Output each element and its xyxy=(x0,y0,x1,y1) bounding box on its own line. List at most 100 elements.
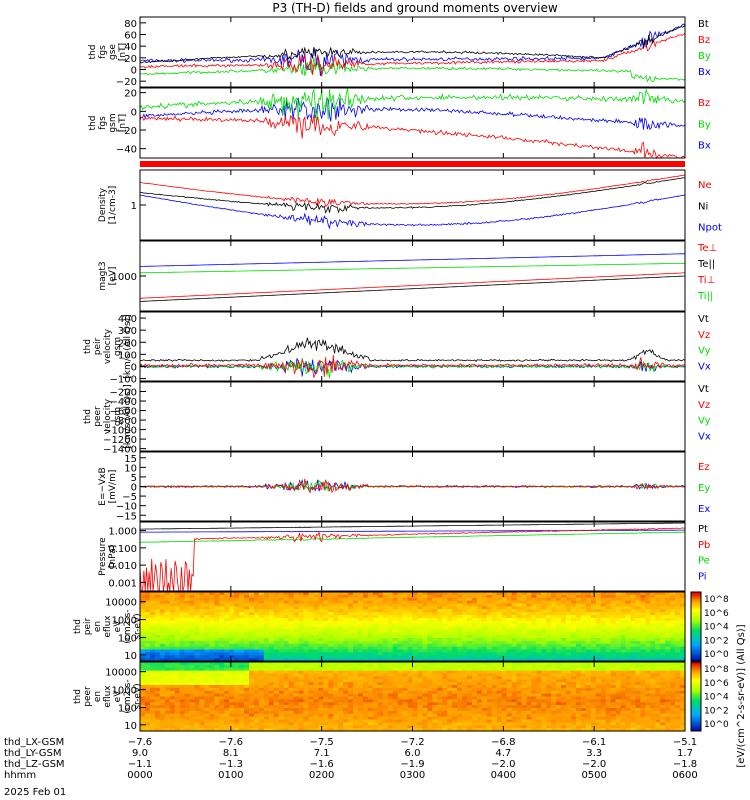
p10-cell xyxy=(348,705,354,709)
p10-cell xyxy=(476,690,483,695)
p9-cell xyxy=(427,606,433,610)
p9-cell xyxy=(199,629,206,633)
p9-cell xyxy=(551,658,557,662)
p10-cell xyxy=(437,696,443,700)
p10-cell xyxy=(372,662,379,666)
p10-cell xyxy=(234,690,240,695)
p2-ylabel: [nT] xyxy=(118,114,128,132)
p8-legend-1: Pb xyxy=(698,540,710,551)
p10-cell xyxy=(174,690,181,695)
p10-cell xyxy=(214,679,220,683)
p10-cell xyxy=(546,719,552,723)
p10-cell xyxy=(144,682,151,686)
p9-cell xyxy=(407,640,414,645)
p10-cell xyxy=(442,710,448,715)
p10-cell xyxy=(457,687,463,692)
p10-cell xyxy=(164,693,171,698)
p10-cell xyxy=(199,728,206,732)
p10-cell xyxy=(253,693,260,698)
p10-cell xyxy=(313,670,319,675)
p10-cell xyxy=(476,725,483,729)
p9-cell xyxy=(159,632,166,636)
p10-cell xyxy=(229,699,235,703)
p9-cell xyxy=(144,638,151,642)
p10-cell xyxy=(526,713,533,718)
p9-cell xyxy=(278,620,285,625)
p9-cell xyxy=(585,609,592,613)
p9-cell xyxy=(605,655,612,659)
p10-cell xyxy=(358,708,364,712)
p10-cell xyxy=(214,664,220,669)
p10-cell xyxy=(174,702,181,706)
p9-cell xyxy=(169,609,176,613)
p9-cell xyxy=(556,635,562,639)
p10-cell xyxy=(189,662,196,666)
p10-cell xyxy=(298,673,305,677)
p9-cell xyxy=(541,629,547,633)
p9-cell xyxy=(258,649,265,653)
p9-cell xyxy=(253,592,260,596)
p10-cell xyxy=(427,676,433,680)
p9-cell xyxy=(412,655,419,659)
p10-cell xyxy=(214,693,220,698)
p9-cell xyxy=(253,620,260,625)
p9-cell xyxy=(412,600,419,605)
p9-cell xyxy=(541,609,547,613)
p9-cell xyxy=(397,623,404,628)
p9-cell xyxy=(184,617,191,622)
p9-cell xyxy=(630,640,637,645)
p10-cell xyxy=(422,670,428,675)
p9-cell xyxy=(590,623,597,628)
p9-cell xyxy=(328,646,334,651)
p9-cell xyxy=(333,658,339,662)
p9-cell xyxy=(546,615,552,619)
p10-cell xyxy=(412,687,419,692)
p10-cell xyxy=(154,725,161,729)
p9-cell xyxy=(422,600,428,605)
p10-cell xyxy=(253,690,260,695)
p10-cell xyxy=(437,708,443,712)
p9-cell xyxy=(209,594,215,599)
p10-cell xyxy=(140,679,146,683)
p9-cell xyxy=(610,606,617,610)
p9-cell xyxy=(358,603,364,607)
p10-cell xyxy=(486,690,493,695)
p10-cell xyxy=(481,676,488,680)
p10-cell xyxy=(382,719,389,723)
p9-cell xyxy=(496,594,503,599)
p10-cell xyxy=(159,682,166,686)
p10-cell xyxy=(377,673,384,677)
p9-cell xyxy=(229,640,235,645)
p10-cell xyxy=(273,713,280,718)
p10-cell xyxy=(447,662,453,666)
p9-cell xyxy=(234,638,240,642)
p9-cell xyxy=(531,643,537,648)
p9-cell xyxy=(561,594,567,599)
p10-cell xyxy=(253,702,260,706)
p9-cell xyxy=(392,609,399,613)
p10-cell xyxy=(308,699,315,703)
p10-cell xyxy=(144,702,151,706)
p10-cell xyxy=(382,702,389,706)
p9-cell xyxy=(154,609,161,613)
p1-ytick-label: 80 xyxy=(124,19,137,30)
p10-cell xyxy=(308,728,315,732)
p10-cell xyxy=(313,687,319,692)
p9-cell xyxy=(521,615,528,619)
p10-cell xyxy=(496,690,503,695)
p9-cell xyxy=(308,626,315,630)
p9-cell xyxy=(457,609,463,613)
p10-cell xyxy=(328,690,334,695)
p10-cell xyxy=(511,687,518,692)
p9-cell xyxy=(457,652,463,656)
p10-cell xyxy=(174,716,181,721)
p10-cell xyxy=(313,667,319,672)
p10-cell xyxy=(209,708,215,712)
p10-cell xyxy=(293,662,300,666)
p10-cell xyxy=(536,728,542,732)
p9-cell xyxy=(313,638,319,642)
p9-cell xyxy=(313,600,319,605)
p9-cell xyxy=(278,629,285,633)
p9-cell xyxy=(204,646,210,651)
p10-cell xyxy=(184,679,191,683)
